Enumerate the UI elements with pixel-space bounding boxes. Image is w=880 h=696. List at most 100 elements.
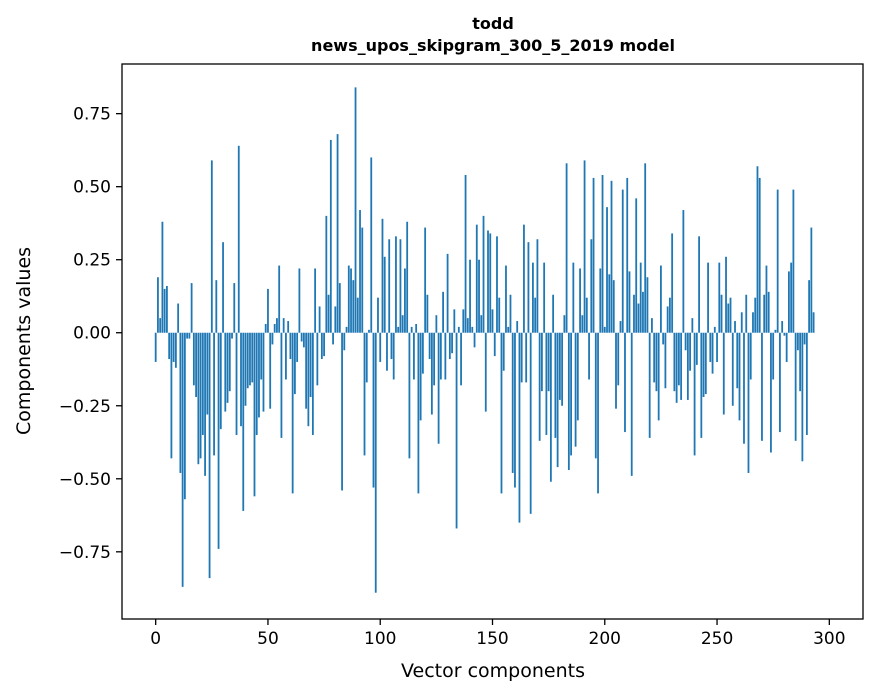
bar (291, 332, 294, 494)
bar (680, 332, 683, 400)
bar (217, 332, 220, 549)
x-tick-label: 200 (589, 629, 621, 649)
bar (433, 332, 436, 386)
bar (603, 326, 606, 333)
bar (172, 332, 175, 362)
bar (338, 283, 341, 333)
bar (554, 332, 557, 438)
bar (558, 332, 561, 400)
bar (496, 236, 498, 333)
bar (740, 312, 743, 333)
bar (262, 332, 265, 412)
bar (388, 239, 391, 333)
bar (253, 332, 256, 497)
bar (567, 332, 570, 471)
bar (251, 332, 254, 383)
bar (599, 268, 602, 333)
bar (523, 224, 525, 333)
bar (404, 268, 406, 333)
bar (386, 332, 388, 371)
bar (264, 323, 267, 333)
bar (624, 332, 626, 433)
bar (498, 297, 501, 333)
bar (307, 332, 310, 427)
bar (736, 332, 739, 389)
bar (276, 318, 278, 333)
bar (635, 198, 638, 333)
y-tick-label: 0.00 (73, 324, 111, 344)
bar (662, 332, 665, 345)
bar (350, 268, 352, 333)
bar (332, 332, 334, 345)
bar (471, 326, 474, 333)
bar (197, 332, 200, 465)
bar (426, 294, 429, 333)
bar (666, 306, 669, 333)
bar (536, 239, 539, 333)
bar (415, 323, 418, 333)
bar (233, 283, 236, 333)
bar (749, 332, 752, 380)
bar (478, 259, 480, 333)
bar (451, 332, 453, 354)
bar (435, 315, 438, 333)
bar (767, 291, 770, 333)
bar (682, 210, 685, 333)
bar (359, 210, 361, 333)
bar (612, 280, 615, 333)
y-axis-ticks: −0.75 −0.50 −0.25 0.00 0.25 0.50 0.75 (59, 105, 122, 563)
bar (711, 332, 714, 374)
bar (469, 259, 471, 333)
bar (637, 303, 640, 333)
bar (482, 215, 485, 333)
bar (399, 239, 402, 333)
bar (489, 233, 492, 333)
bar (563, 315, 566, 333)
bar (731, 332, 734, 406)
bar (424, 227, 427, 333)
bar (168, 332, 171, 360)
bar (260, 332, 263, 380)
bar (462, 309, 465, 333)
bar (617, 332, 620, 386)
bar (520, 332, 523, 383)
bar (779, 332, 781, 433)
bar (556, 332, 559, 468)
chart-subtitle: news_upos_skipgram_300_5_2019 model (311, 36, 675, 55)
bar (345, 326, 348, 333)
bar (588, 332, 590, 380)
bar (273, 323, 276, 333)
bar (314, 268, 317, 333)
bar (199, 332, 202, 459)
bar (790, 262, 793, 333)
bar (722, 332, 725, 415)
bar (660, 265, 662, 333)
bar (246, 332, 249, 389)
bar (224, 332, 227, 412)
plot-frame (121, 63, 864, 620)
bar (684, 332, 687, 351)
bar (693, 332, 696, 456)
bar (430, 332, 433, 415)
bar (576, 332, 579, 421)
bar (192, 332, 195, 386)
bar (242, 332, 245, 511)
bar (204, 332, 206, 476)
bars-group (154, 87, 815, 593)
bar (372, 332, 375, 488)
bar (720, 294, 723, 333)
bar (361, 227, 364, 333)
bar (704, 332, 707, 395)
bar (538, 332, 541, 441)
bar (448, 332, 451, 360)
bar (707, 262, 709, 333)
bar (336, 134, 339, 333)
bar (594, 332, 597, 459)
bar (752, 312, 754, 333)
bar (278, 265, 281, 333)
bar (289, 332, 292, 360)
bar (413, 332, 415, 380)
bar (475, 224, 478, 333)
bar (206, 332, 209, 415)
